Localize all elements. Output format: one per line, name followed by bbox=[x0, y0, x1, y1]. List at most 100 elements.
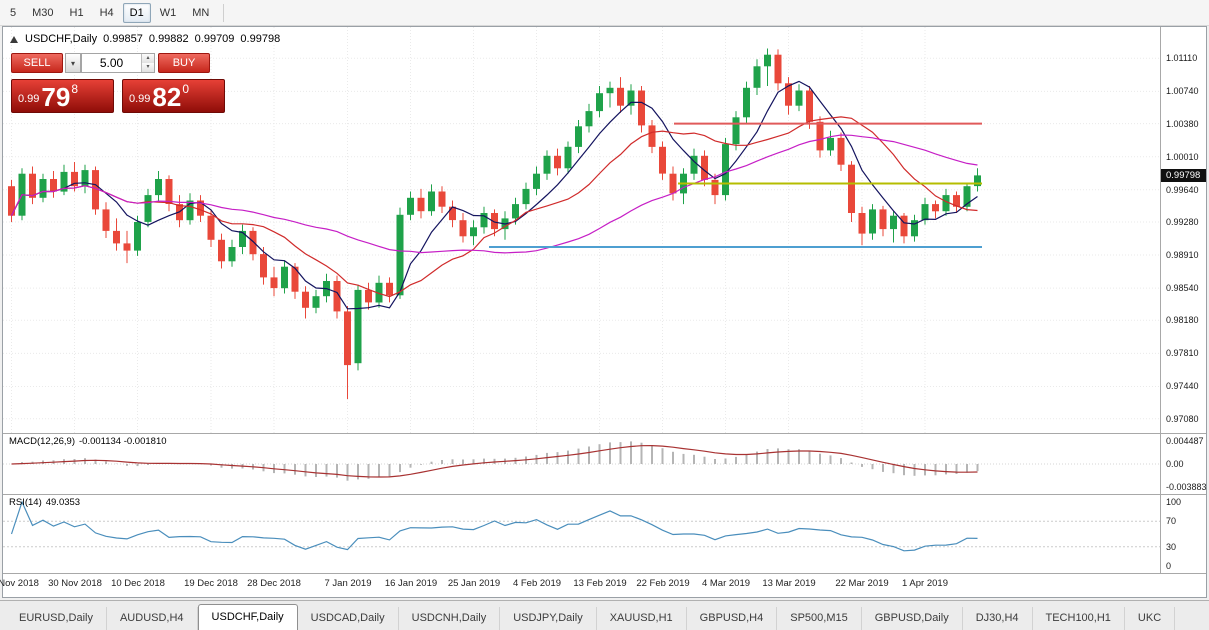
volume-value: 5.00 bbox=[99, 56, 124, 70]
price-axis-label: 0.99640 bbox=[1166, 185, 1199, 195]
timeframe-button-mn[interactable]: MN bbox=[192, 6, 210, 19]
one-click-controls-row: SELL ▾ 5.00 ▴ ▾ BUY bbox=[11, 53, 225, 73]
candlestick-series bbox=[8, 48, 981, 399]
buy-price-pips: 82 bbox=[152, 82, 182, 112]
ohlc-high: 0.99882 bbox=[148, 33, 189, 45]
bottom-tab-tech100-h1[interactable]: TECH100,H1 bbox=[1033, 607, 1125, 630]
bottom-tab-usdjpy-daily[interactable]: USDJPY,Daily bbox=[500, 607, 597, 630]
toolbar-separator bbox=[223, 3, 225, 22]
date-axis-label: 19 Dec 2018 bbox=[184, 578, 238, 589]
rsi-panel: 100 70 30 0 RSI(14) 49.0353 bbox=[3, 494, 1206, 573]
date-axis-label: 13 Feb 2019 bbox=[573, 578, 627, 589]
price-axis-label: 0.98180 bbox=[1166, 315, 1199, 325]
macd-indicator-label: MACD(12,26,9) -0.001134 -0.001810 bbox=[9, 436, 167, 447]
price-axis-label: 0.97810 bbox=[1166, 348, 1199, 358]
macd-histogram bbox=[21, 441, 979, 481]
bottom-tab-gbpusd-daily[interactable]: GBPUSD,Daily bbox=[862, 607, 963, 630]
sell-price-big-figure: 0.99 bbox=[18, 93, 40, 105]
macd-axis[interactable]: 0.004487 0.00 -0.003883 bbox=[1160, 434, 1207, 494]
rsi-indicator-label: RSI(14) 49.0353 bbox=[9, 497, 80, 508]
macd-values: -0.001134 -0.001810 bbox=[79, 436, 167, 447]
price-axis-label: 0.98540 bbox=[1166, 283, 1199, 293]
macd-axis-label: -0.003883 bbox=[1166, 482, 1207, 492]
price-axis-label: 0.97440 bbox=[1166, 381, 1199, 391]
price-axis-label: 0.99280 bbox=[1166, 217, 1199, 227]
rsi-axis-label: 70 bbox=[1166, 516, 1177, 526]
moving-average-line bbox=[10, 116, 978, 298]
rsi-line bbox=[10, 500, 978, 552]
price-axis-label: 1.00010 bbox=[1166, 152, 1199, 162]
bottom-tab-xauusd-h1[interactable]: XAUUSD,H1 bbox=[597, 607, 687, 630]
macd-axis-label: 0.00 bbox=[1166, 459, 1184, 469]
date-axis-label: 22 Feb 2019 bbox=[636, 578, 690, 589]
price-axis-label: 1.00380 bbox=[1166, 119, 1199, 129]
timeframe-button-h1[interactable]: H1 bbox=[69, 6, 84, 19]
date-axis-label: 16 Jan 2019 bbox=[384, 578, 438, 589]
chart-header: USDCHF,Daily 0.99857 0.99882 0.99709 0.9… bbox=[10, 33, 280, 45]
bottom-tab-audusd-h4[interactable]: AUDUSD,H4 bbox=[107, 607, 198, 630]
buy-price-display: 0.99 82 0 bbox=[122, 79, 225, 113]
bottom-tab-usdcnh-daily[interactable]: USDCNH,Daily bbox=[399, 607, 501, 630]
date-axis-label: 7 Jan 2019 bbox=[324, 578, 372, 589]
date-axis-label: 22 Mar 2019 bbox=[835, 578, 889, 589]
bottom-tab-ukc[interactable]: UKC bbox=[1125, 607, 1176, 630]
buy-button[interactable]: BUY bbox=[158, 53, 210, 73]
date-axis-label: 13 Mar 2019 bbox=[762, 578, 816, 589]
bottom-tab-usdchf-daily[interactable]: USDCHF,Daily bbox=[197, 604, 298, 630]
sell-price-display: 0.99 79 8 bbox=[11, 79, 114, 113]
date-axis[interactable]: 21 Nov 2018 30 Nov 2018 10 Dec 2018 19 Dec … bbox=[0, 573, 1206, 597]
volume-down-icon[interactable]: ▾ bbox=[142, 63, 154, 72]
timeframe-button-m30[interactable]: M30 bbox=[32, 6, 54, 19]
ohlc-close: 0.99798 bbox=[240, 33, 281, 45]
rsi-name: RSI(14) bbox=[9, 497, 42, 508]
sell-price-pips: 79 bbox=[41, 82, 71, 112]
main-chart-panel: 1.01110 1.00740 1.00380 1.00010 0.99640 0.992… bbox=[3, 27, 1206, 433]
sell-button[interactable]: SELL bbox=[11, 53, 63, 73]
macd-signal-line bbox=[11, 444, 978, 478]
one-click-trading-panel: SELL ▾ 5.00 ▴ ▾ BUY 0.99 79 8 0.99 bbox=[11, 53, 225, 113]
date-axis-label: 28 Dec 2018 bbox=[247, 578, 301, 589]
price-axis[interactable]: 1.01110 1.00740 1.00380 1.00010 0.99640 0.992… bbox=[1160, 27, 1206, 433]
bottom-tab-sp500-m15[interactable]: SP500,M15 bbox=[777, 607, 862, 630]
date-axis-label: 1 Apr 2019 bbox=[902, 578, 948, 589]
buy-price-big-figure: 0.99 bbox=[129, 93, 151, 105]
volume-dropdown-button[interactable]: ▾ bbox=[65, 53, 81, 73]
buy-price-point: 0 bbox=[182, 82, 190, 96]
date-axis-label: 30 Nov 2018 bbox=[48, 578, 102, 589]
main-chart-plot[interactable] bbox=[3, 27, 1160, 433]
macd-panel: 0.004487 0.00 -0.003883 MACD(12,26,9) -0.00… bbox=[3, 433, 1207, 494]
chart-title: USDCHF,Daily bbox=[25, 33, 98, 45]
timeframe-button-d1[interactable]: D1 bbox=[122, 2, 151, 23]
chart-tab-bar: EURUSD,Daily AUDUSD,H4 USDCHF,Daily USDCAD,… bbox=[0, 600, 1209, 630]
macd-name: MACD(12,26,9) bbox=[9, 436, 75, 447]
bottom-tab-eurusd-daily[interactable]: EURUSD,Daily bbox=[6, 607, 107, 630]
rsi-plot[interactable] bbox=[3, 495, 1160, 573]
rsi-axis-label: 0 bbox=[1166, 561, 1172, 571]
date-axis-label: 10 Dec 2018 bbox=[111, 578, 165, 589]
price-axis-label: 1.01110 bbox=[1166, 53, 1198, 63]
price-axis-label: 0.97080 bbox=[1166, 414, 1199, 424]
timeframe-button-w1[interactable]: W1 bbox=[159, 6, 177, 19]
one-click-collapse-icon[interactable] bbox=[10, 35, 18, 43]
rsi-axis[interactable]: 100 70 30 0 bbox=[1160, 495, 1206, 573]
price-axis-label: 1.00740 bbox=[1166, 86, 1199, 96]
sell-price-point: 8 bbox=[71, 82, 79, 96]
bottom-tab-dj30-h4[interactable]: DJ30,H4 bbox=[963, 607, 1033, 630]
bottom-tab-usdcad-daily[interactable]: USDCAD,Daily bbox=[298, 607, 399, 630]
ohlc-low: 0.99709 bbox=[194, 33, 235, 45]
price-axis-label: 0.98910 bbox=[1166, 250, 1199, 260]
timeframe-button-h4[interactable]: H4 bbox=[99, 6, 114, 19]
volume-up-icon[interactable]: ▴ bbox=[142, 54, 154, 63]
bottom-tab-gbpusd-h4[interactable]: GBPUSD,H4 bbox=[687, 607, 778, 630]
volume-input[interactable]: 5.00 ▴ ▾ bbox=[81, 53, 155, 73]
ohlc-open: 0.99857 bbox=[103, 33, 143, 45]
rsi-axis-label: 30 bbox=[1166, 542, 1177, 552]
date-axis-label: 4 Feb 2019 bbox=[512, 578, 562, 589]
timeframe-button-5[interactable]: 5 bbox=[10, 6, 17, 19]
volume-spinner[interactable]: ▴ ▾ bbox=[141, 54, 154, 72]
macd-plot[interactable] bbox=[3, 434, 1160, 494]
timeframe-toolbar: 5 M30 H1 H4 D1 W1 MN bbox=[0, 0, 1209, 26]
date-axis-label: 21 Nov 2018 bbox=[0, 578, 39, 589]
rsi-axis-label: 100 bbox=[1166, 497, 1182, 507]
